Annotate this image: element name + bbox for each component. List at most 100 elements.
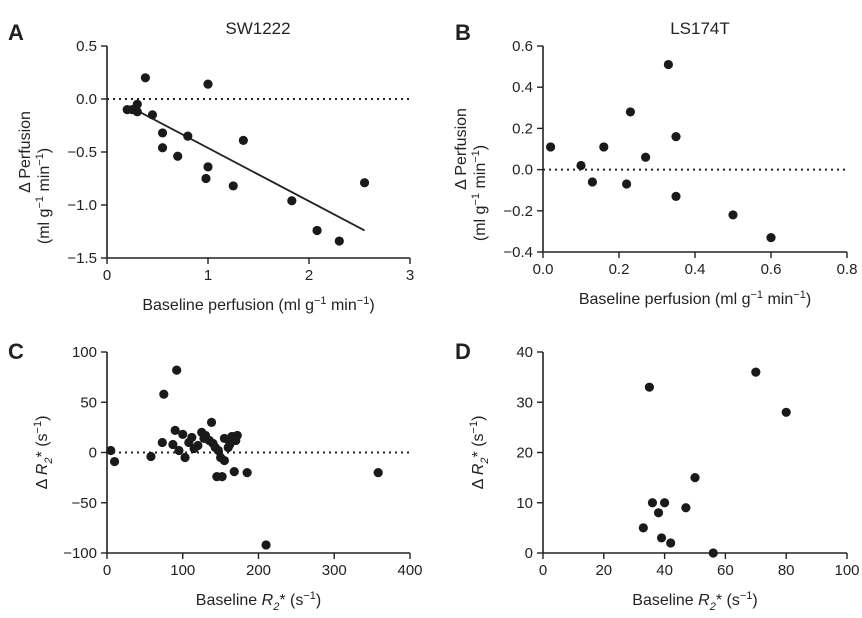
data-point xyxy=(183,131,193,141)
data-point xyxy=(671,132,681,142)
data-point xyxy=(576,160,586,171)
y-tick-label: 0 xyxy=(89,445,97,462)
x-tick-label: 0.4 xyxy=(685,261,706,278)
y-axis-label: Δ R2* (s−1) xyxy=(32,416,55,490)
panel-letter: A xyxy=(8,20,24,45)
data-point xyxy=(157,437,167,448)
data-point xyxy=(766,232,776,243)
panel-letter: C xyxy=(8,339,24,364)
panel-d: D 0 20 40 60 80 100 0 10 20 30 40 Baseline R2* (s−1)… xyxy=(455,339,860,613)
panel-title: SW1222 xyxy=(225,19,290,38)
x-tick-label: 100 xyxy=(170,562,195,579)
data-point xyxy=(193,440,203,451)
data-point xyxy=(287,196,297,206)
data-point xyxy=(172,365,182,375)
x-tick-label: 0 xyxy=(103,267,111,284)
x-tick-label: 100 xyxy=(834,562,859,579)
x-tick-label: 0 xyxy=(103,562,111,579)
panel-b: B LS174T 0.0 0.2 0.4 0.6 0.8 −0.4 −0.2 0.0 0.2 0.4 0… xyxy=(453,19,857,308)
data-point xyxy=(373,468,383,478)
y-tick-label: −1.5 xyxy=(67,250,97,267)
y-tick-label: 0.6 xyxy=(512,38,533,55)
data-point xyxy=(751,367,761,377)
data-point xyxy=(653,508,664,518)
y-tick-label: 50 xyxy=(80,394,97,411)
y-tick-label: 20 xyxy=(516,445,533,462)
data-point xyxy=(203,162,213,172)
data-point xyxy=(359,178,370,188)
data-point xyxy=(146,451,156,462)
data-point xyxy=(187,432,197,443)
data-point xyxy=(708,548,718,558)
x-tick-label: 300 xyxy=(322,562,347,579)
data-point xyxy=(232,430,242,441)
data-point xyxy=(238,135,248,145)
data-point xyxy=(140,73,150,83)
x-tick-label: 0.0 xyxy=(533,261,554,278)
data-point xyxy=(656,533,667,543)
y-tick-label: 0.4 xyxy=(512,79,533,96)
y-tick-label: 40 xyxy=(516,344,533,361)
data-point xyxy=(690,473,700,483)
y-axis-label: Δ R2* (s−1) xyxy=(468,416,491,490)
y-axis-label: Δ Perfusion(ml g−1 min−1) xyxy=(17,111,53,244)
y-tick-label: −50 xyxy=(72,495,97,512)
data-point xyxy=(312,225,322,236)
data-point xyxy=(641,152,651,162)
panel-letter: B xyxy=(455,20,471,45)
data-point xyxy=(660,498,670,508)
data-point xyxy=(625,107,636,117)
x-tick-label: 3 xyxy=(406,267,414,284)
data-point xyxy=(180,452,190,463)
data-point xyxy=(261,540,271,550)
data-point xyxy=(599,142,609,152)
y-tick-label: −1.0 xyxy=(67,197,97,214)
y-tick-label: 0 xyxy=(525,545,533,562)
y-tick-label: 10 xyxy=(516,495,533,512)
panel-letter: D xyxy=(455,339,471,364)
data-point xyxy=(201,173,211,184)
y-tick-label: 0.2 xyxy=(512,120,533,137)
panel-title: LS174T xyxy=(670,19,730,38)
data-point xyxy=(170,425,180,435)
data-point xyxy=(663,59,674,70)
y-tick-label: −100 xyxy=(63,545,97,562)
data-point xyxy=(644,382,655,392)
data-point xyxy=(217,472,227,482)
data-point xyxy=(147,110,158,120)
x-tick-label: 60 xyxy=(717,562,734,579)
y-tick-label: 0.5 xyxy=(76,38,97,55)
data-point xyxy=(647,498,658,508)
data-point xyxy=(132,99,142,109)
x-tick-label: 400 xyxy=(397,562,422,579)
data-point xyxy=(587,177,598,187)
data-point xyxy=(681,503,691,513)
data-point xyxy=(334,236,344,246)
data-point xyxy=(174,445,184,456)
x-axis-label: Baseline R2* (s−1) xyxy=(196,590,321,613)
data-point xyxy=(159,389,169,399)
x-tick-label: 0 xyxy=(539,562,547,579)
data-point xyxy=(666,538,676,548)
data-point xyxy=(228,181,238,191)
y-tick-label: 100 xyxy=(72,344,97,361)
data-point xyxy=(106,445,116,456)
data-point xyxy=(173,151,183,161)
x-tick-label: 0.2 xyxy=(609,261,630,278)
x-tick-label: 40 xyxy=(656,562,673,579)
x-axis-label: Baseline perfusion (ml g−1 min−1) xyxy=(579,289,811,308)
y-tick-label: −0.5 xyxy=(67,144,97,161)
x-tick-label: 1 xyxy=(204,267,212,284)
data-point xyxy=(132,107,142,117)
data-point xyxy=(638,523,648,533)
x-tick-label: 200 xyxy=(246,562,271,579)
data-point xyxy=(219,455,230,466)
data-point xyxy=(622,179,632,189)
data-point xyxy=(242,468,252,478)
y-tick-label: −0.4 xyxy=(503,244,533,261)
data-point xyxy=(109,456,120,467)
panel-a: A SW1222 0 1 2 3 −1.5 −1.0 −0.5 0.0 0.5 Baseline pe… xyxy=(8,19,414,314)
data-point xyxy=(203,79,213,89)
